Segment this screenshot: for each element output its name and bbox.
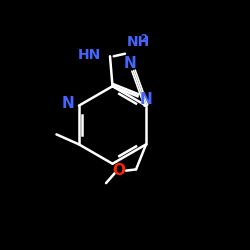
- Text: N: N: [124, 56, 136, 70]
- Text: N: N: [140, 92, 153, 108]
- Text: HN: HN: [78, 48, 101, 62]
- Text: O: O: [112, 163, 125, 178]
- Text: NH: NH: [126, 36, 150, 50]
- Text: 2: 2: [140, 34, 147, 44]
- Text: N: N: [61, 96, 74, 110]
